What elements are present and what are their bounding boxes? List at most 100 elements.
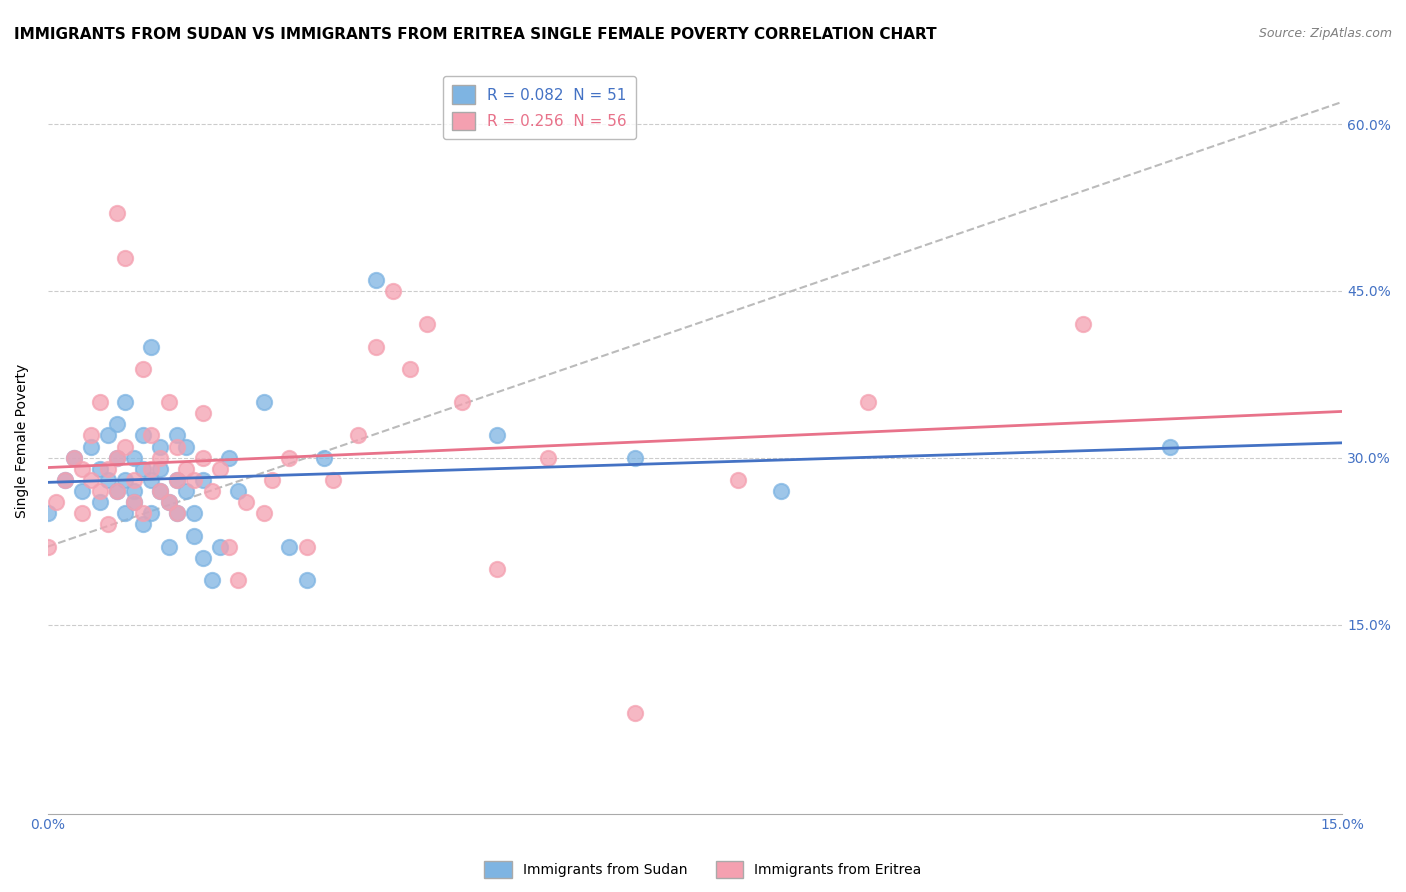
Point — [191, 450, 214, 465]
Point — [105, 450, 128, 465]
Point — [149, 484, 172, 499]
Point — [149, 440, 172, 454]
Point — [209, 462, 232, 476]
Point — [157, 395, 180, 409]
Point — [278, 450, 301, 465]
Point — [89, 484, 111, 499]
Point — [53, 473, 76, 487]
Point — [114, 506, 136, 520]
Point — [856, 395, 879, 409]
Point — [122, 495, 145, 509]
Point — [141, 428, 163, 442]
Point — [364, 339, 387, 353]
Point — [770, 484, 793, 499]
Point — [191, 473, 214, 487]
Point — [62, 450, 84, 465]
Point — [97, 428, 120, 442]
Point — [174, 484, 197, 499]
Legend: R = 0.082  N = 51, R = 0.256  N = 56: R = 0.082 N = 51, R = 0.256 N = 56 — [443, 76, 636, 139]
Point — [37, 506, 59, 520]
Point — [97, 462, 120, 476]
Point — [131, 462, 153, 476]
Point — [183, 528, 205, 542]
Point — [537, 450, 560, 465]
Point — [72, 506, 94, 520]
Point — [80, 473, 103, 487]
Point — [623, 450, 645, 465]
Point — [149, 462, 172, 476]
Point — [166, 428, 188, 442]
Point — [141, 462, 163, 476]
Point — [166, 506, 188, 520]
Point — [149, 484, 172, 499]
Point — [218, 450, 240, 465]
Point — [131, 428, 153, 442]
Point — [89, 462, 111, 476]
Point — [166, 440, 188, 454]
Point — [252, 506, 274, 520]
Point — [72, 462, 94, 476]
Text: Source: ZipAtlas.com: Source: ZipAtlas.com — [1258, 27, 1392, 40]
Point — [89, 395, 111, 409]
Point — [53, 473, 76, 487]
Point — [122, 450, 145, 465]
Point — [278, 540, 301, 554]
Point — [166, 473, 188, 487]
Point — [157, 495, 180, 509]
Point — [80, 440, 103, 454]
Point — [114, 440, 136, 454]
Point — [1159, 440, 1181, 454]
Point — [226, 573, 249, 587]
Point — [157, 540, 180, 554]
Point — [381, 284, 404, 298]
Text: IMMIGRANTS FROM SUDAN VS IMMIGRANTS FROM ERITREA SINGLE FEMALE POVERTY CORRELATI: IMMIGRANTS FROM SUDAN VS IMMIGRANTS FROM… — [14, 27, 936, 42]
Point — [105, 206, 128, 220]
Point — [201, 484, 224, 499]
Point — [97, 473, 120, 487]
Point — [114, 251, 136, 265]
Point — [235, 495, 257, 509]
Point — [141, 339, 163, 353]
Point — [174, 462, 197, 476]
Point — [485, 428, 508, 442]
Point — [262, 473, 284, 487]
Point — [295, 573, 318, 587]
Point — [183, 506, 205, 520]
Point — [218, 540, 240, 554]
Point — [252, 395, 274, 409]
Point — [114, 395, 136, 409]
Point — [183, 473, 205, 487]
Point — [122, 495, 145, 509]
Point — [105, 484, 128, 499]
Point — [399, 361, 422, 376]
Point — [201, 573, 224, 587]
Point — [347, 428, 370, 442]
Point — [114, 473, 136, 487]
Point — [37, 540, 59, 554]
Point — [80, 428, 103, 442]
Point — [312, 450, 335, 465]
Point — [105, 417, 128, 432]
Point — [122, 473, 145, 487]
Point — [364, 273, 387, 287]
Point — [141, 506, 163, 520]
Point — [416, 318, 439, 332]
Point — [166, 473, 188, 487]
Point — [141, 473, 163, 487]
Point — [45, 495, 67, 509]
Point — [727, 473, 749, 487]
Point — [62, 450, 84, 465]
Point — [149, 450, 172, 465]
Legend: Immigrants from Sudan, Immigrants from Eritrea: Immigrants from Sudan, Immigrants from E… — [478, 855, 928, 885]
Point — [295, 540, 318, 554]
Point — [131, 517, 153, 532]
Point — [1073, 318, 1095, 332]
Point — [131, 506, 153, 520]
Point — [105, 484, 128, 499]
Point — [72, 484, 94, 499]
Point — [122, 484, 145, 499]
Point — [191, 550, 214, 565]
Point — [105, 450, 128, 465]
Point — [226, 484, 249, 499]
Point — [97, 517, 120, 532]
